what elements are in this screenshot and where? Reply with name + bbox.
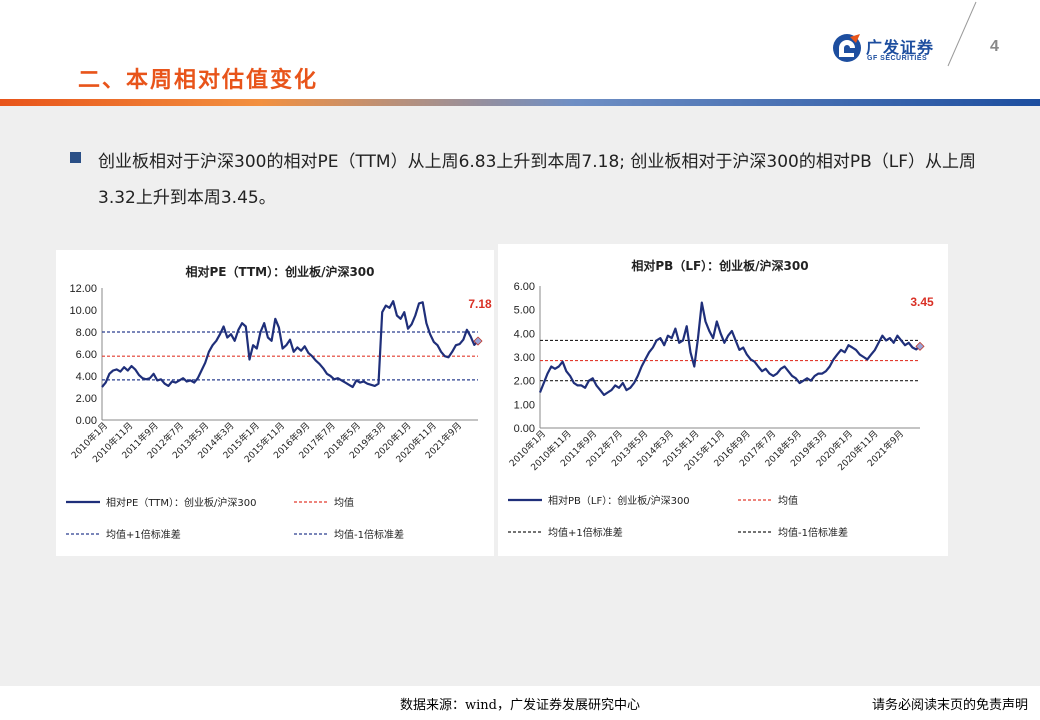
chart-svg: 相对PE（TTM）：创业板/沪深300 0.00 2.00 4.00 6.00 8.00 1… [66,264,492,541]
legend-upper-label: 均值+1倍标准差 [106,528,181,541]
legend-mean-label: 均值 [778,494,798,507]
legend-series-label: 相对PB（LF）：创业板/沪深300 [548,494,690,507]
chart-relative-pe: 相对PE（TTM）：创业板/沪深300 0.00 2.00 4.00 6.00 8.00 1… [56,250,494,556]
y-tick-label: 10.00 [69,305,97,317]
y-tick-label: 5.00 [514,305,535,317]
y-tick-label: 8.00 [76,327,97,339]
chart-title: 相对PE（TTM）：创业板/沪深300 [185,264,374,279]
y-tick-label: 2.00 [76,393,97,405]
page-number: 4 [990,38,999,55]
y-tick-label: 4.00 [514,328,535,340]
last-value-label: 3.45 [910,295,934,309]
y-tick-label: 0.00 [76,415,97,427]
y-tick-label: 6.00 [76,349,97,361]
legend-upper-label: 均值+1倍标准差 [548,526,623,539]
content-area: 创业板相对于沪深300的相对PE（TTM）从上周6.83上升到本周7.18; 创… [0,106,1040,686]
y-tick-label: 2.00 [514,376,535,388]
y-tick-label: 0.00 [514,423,535,435]
legend-lower-label: 均值-1倍标准差 [334,528,404,541]
legend-lower-label: 均值-1倍标准差 [778,526,848,539]
chart-title: 相对PB（LF）：创业板/沪深300 [631,258,808,273]
last-point-marker [473,336,483,346]
y-tick-label: 6.00 [514,281,535,293]
y-tick-label: 1.00 [514,399,535,411]
header-gradient-band [0,99,1040,106]
header-slash-divider [947,1,977,67]
y-tick-label: 4.00 [76,371,97,383]
legend-mean-label: 均值 [334,496,354,509]
last-value-label: 7.18 [468,297,492,311]
last-point-marker [915,341,925,351]
bullet-square-icon [70,152,81,163]
footer-disclaimer: 请务必阅读末页的免责声明 [871,698,1028,713]
legend-series-label: 相对PE（TTM）：创业板/沪深300 [106,496,256,509]
series-line [538,301,921,396]
series-line [101,300,479,389]
logo-text-cn: 广发证券 [866,38,935,57]
logo-mark-icon [833,34,861,62]
company-logo: 广发证券 GF SECURITIES [830,30,970,70]
chart-relative-pb: 相对PB（LF）：创业板/沪深300 0.00 1.00 2.00 3.00 4.00 5.… [498,244,948,556]
logo-text-en: GF SECURITIES [867,55,928,62]
footer-source: 数据来源：wind，广发证券发展研究中心 [400,698,640,713]
page-title: 二、本周相对估值变化 [78,67,319,93]
bullet-text: 创业板相对于沪深300的相对PE（TTM）从上周6.83上升到本周7.18; 创… [98,152,977,208]
y-tick-label: 3.00 [514,352,535,364]
chart-svg: 相对PB（LF）：创业板/沪深300 0.00 1.00 2.00 3.00 4.00 5.… [507,258,934,539]
header: 二、本周相对估值变化 广发证券 GF SECURITIES 4 [0,0,1040,100]
y-tick-label: 12.00 [69,283,97,295]
